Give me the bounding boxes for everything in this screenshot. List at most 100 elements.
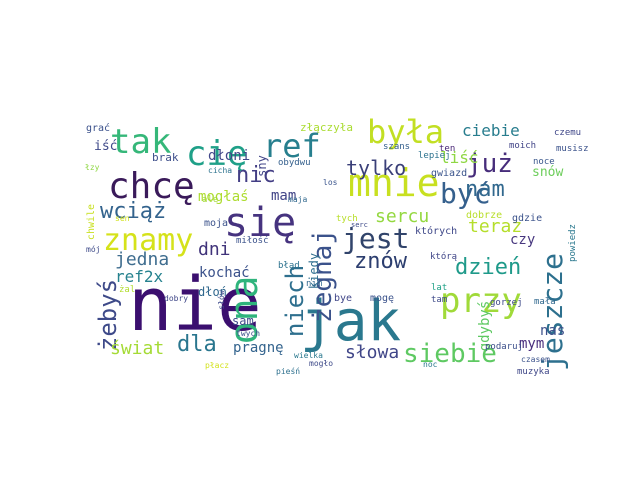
cloud-word: grać xyxy=(86,122,110,134)
cloud-word: słowa xyxy=(345,342,399,363)
cloud-word: których xyxy=(415,225,457,237)
cloud-word: błąd xyxy=(278,261,300,271)
cloud-word: dobry xyxy=(164,294,188,303)
cloud-word: czy xyxy=(510,232,535,248)
cloud-word: żal xyxy=(119,285,135,295)
cloud-word: bye xyxy=(334,293,352,304)
cloud-word: muzyka xyxy=(517,367,550,377)
cloud-word: którą xyxy=(430,251,457,262)
cloud-word: ten xyxy=(439,144,455,154)
cloud-word: ciebie xyxy=(462,121,520,140)
cloud-word: jak xyxy=(300,289,401,354)
cloud-word: złączyła xyxy=(300,121,353,134)
cloud-word: brak xyxy=(152,151,179,164)
cloud-word: maja xyxy=(288,195,307,204)
cloud-word: kiedy xyxy=(307,253,321,289)
cloud-word: mój xyxy=(86,244,100,254)
cloud-word: iść xyxy=(94,139,117,154)
cloud-word: noc xyxy=(423,360,438,369)
cloud-word: być xyxy=(440,177,491,210)
cloud-word: czasem xyxy=(521,355,550,364)
cloud-word: żegnaj xyxy=(308,229,338,323)
cloud-word: moja xyxy=(204,218,228,229)
cloud-word: miłość xyxy=(236,235,269,246)
cloud-word: dłoń xyxy=(198,285,227,299)
cloud-word: twych xyxy=(236,329,260,338)
cloud-word: gorzej xyxy=(490,298,523,308)
cloud-word: nas xyxy=(540,323,565,339)
cloud-word: mogę xyxy=(370,293,394,304)
cloud-word: ref2x xyxy=(115,267,164,286)
cloud-word: lat xyxy=(431,283,447,293)
cloud-word: dłoni xyxy=(208,148,250,164)
cloud-word: noce xyxy=(533,157,555,167)
cloud-word: gdzie xyxy=(512,213,542,224)
word-cloud-background xyxy=(80,110,576,376)
cloud-word: mnie xyxy=(348,161,440,205)
cloud-word: tak xyxy=(110,122,171,162)
cloud-word: jedna xyxy=(115,249,169,270)
cloud-word: powiedz xyxy=(568,224,578,262)
cloud-word: się xyxy=(224,200,296,246)
cloud-word: dobrze xyxy=(466,210,502,221)
cloud-word: już xyxy=(466,149,513,179)
cloud-word: lepiej xyxy=(418,151,451,161)
cloud-word: sny xyxy=(255,155,269,177)
cloud-word: chcę xyxy=(108,166,195,207)
cloud-word: wciąż xyxy=(100,199,166,224)
cloud-word: liść xyxy=(440,148,479,167)
cloud-word: mam xyxy=(271,188,296,204)
cloud-word: tam xyxy=(431,295,447,305)
cloud-word: chwile xyxy=(86,204,97,240)
cloud-word: serc xyxy=(351,221,368,229)
cloud-word: dzień xyxy=(455,255,521,280)
cloud-word: jeszcze xyxy=(536,253,569,371)
cloud-word: była xyxy=(367,113,444,151)
cloud-word: pragnę xyxy=(233,340,284,356)
cloud-word: płacz xyxy=(205,361,229,370)
cloud-word: mała xyxy=(534,297,556,307)
cloud-word: ona xyxy=(222,276,266,345)
cloud-word: mogło xyxy=(309,359,333,368)
cloud-word: mym xyxy=(519,336,544,352)
cloud-word: sam xyxy=(232,314,254,328)
cloud-word: jest xyxy=(342,222,409,255)
cloud-word: moich xyxy=(509,141,536,151)
cloud-word: czemu xyxy=(554,128,581,138)
cloud-word: świat xyxy=(110,338,164,359)
cloud-word: ale xyxy=(202,195,218,205)
cloud-word: snów xyxy=(532,165,563,180)
cloud-word: podaruj xyxy=(485,342,523,352)
cloud-word: żebyś xyxy=(94,279,122,351)
cloud-word: znamy xyxy=(103,223,193,258)
cloud-word: nie xyxy=(128,262,262,348)
cloud-word: gdybyś xyxy=(477,301,493,352)
cloud-word: pieśń xyxy=(276,366,300,376)
cloud-word: słów xyxy=(216,290,226,309)
cloud-word: musisz xyxy=(556,144,589,154)
cloud-word: szans xyxy=(383,142,410,152)
cloud-word: tylko xyxy=(346,156,406,180)
cloud-word: nim xyxy=(306,279,322,289)
cloud-word: obydwu xyxy=(278,158,311,168)
cloud-word: cicha xyxy=(208,166,232,175)
cloud-word: wielka xyxy=(294,351,323,360)
cloud-word: znów xyxy=(354,249,408,274)
cloud-word: niech xyxy=(281,265,309,337)
cloud-word: nam xyxy=(465,177,505,202)
cloud-word: przy xyxy=(440,281,522,321)
cloud-word: nic xyxy=(236,163,276,188)
cloud-word: dni xyxy=(198,239,231,260)
cloud-word: ref xyxy=(263,127,321,165)
cloud-word: kochać xyxy=(199,265,250,281)
cloud-word: mogłaś xyxy=(198,189,249,205)
cloud-word: gwiazd xyxy=(431,168,467,179)
cloud-word: sen xyxy=(115,214,130,223)
cloud-word: tych xyxy=(336,214,358,224)
cloud-word: siebie xyxy=(403,339,497,369)
cloud-word: łzy xyxy=(85,163,100,172)
cloud-word: cię xyxy=(186,134,247,174)
cloud-word: los xyxy=(323,178,338,187)
